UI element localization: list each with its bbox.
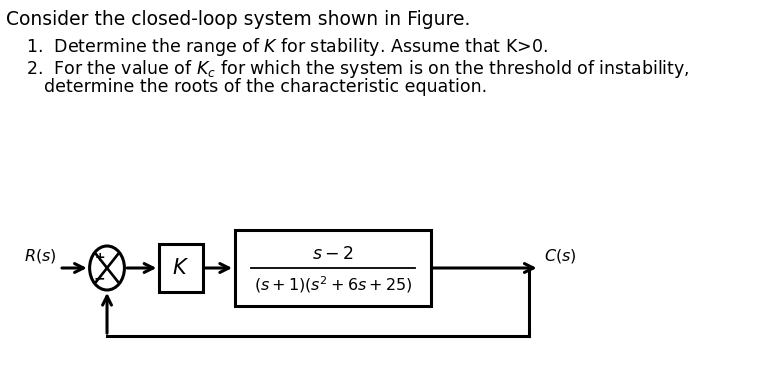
Text: determine the roots of the characteristic equation.: determine the roots of the characteristi… <box>43 78 487 96</box>
Bar <box>159 244 203 292</box>
Text: $R(s)$: $R(s)$ <box>24 247 57 265</box>
Text: −: − <box>93 271 106 285</box>
Bar <box>235 230 430 306</box>
Text: 1.  Determine the range of $K$ for stability. Assume that K>0.: 1. Determine the range of $K$ for stabil… <box>26 36 548 58</box>
Text: $C(s)$: $C(s)$ <box>544 247 577 265</box>
Text: $(s+1)(s^2+6s+25)$: $(s+1)(s^2+6s+25)$ <box>254 275 412 295</box>
Text: Consider the closed-loop system shown in Figure.: Consider the closed-loop system shown in… <box>6 10 471 29</box>
Text: $s-2$: $s-2$ <box>312 245 354 263</box>
Text: 2.  For the value of $K_c$ for which the system is on the threshold of instabili: 2. For the value of $K_c$ for which the … <box>26 58 690 80</box>
Text: +: + <box>94 251 105 264</box>
Text: $K$: $K$ <box>172 258 190 278</box>
